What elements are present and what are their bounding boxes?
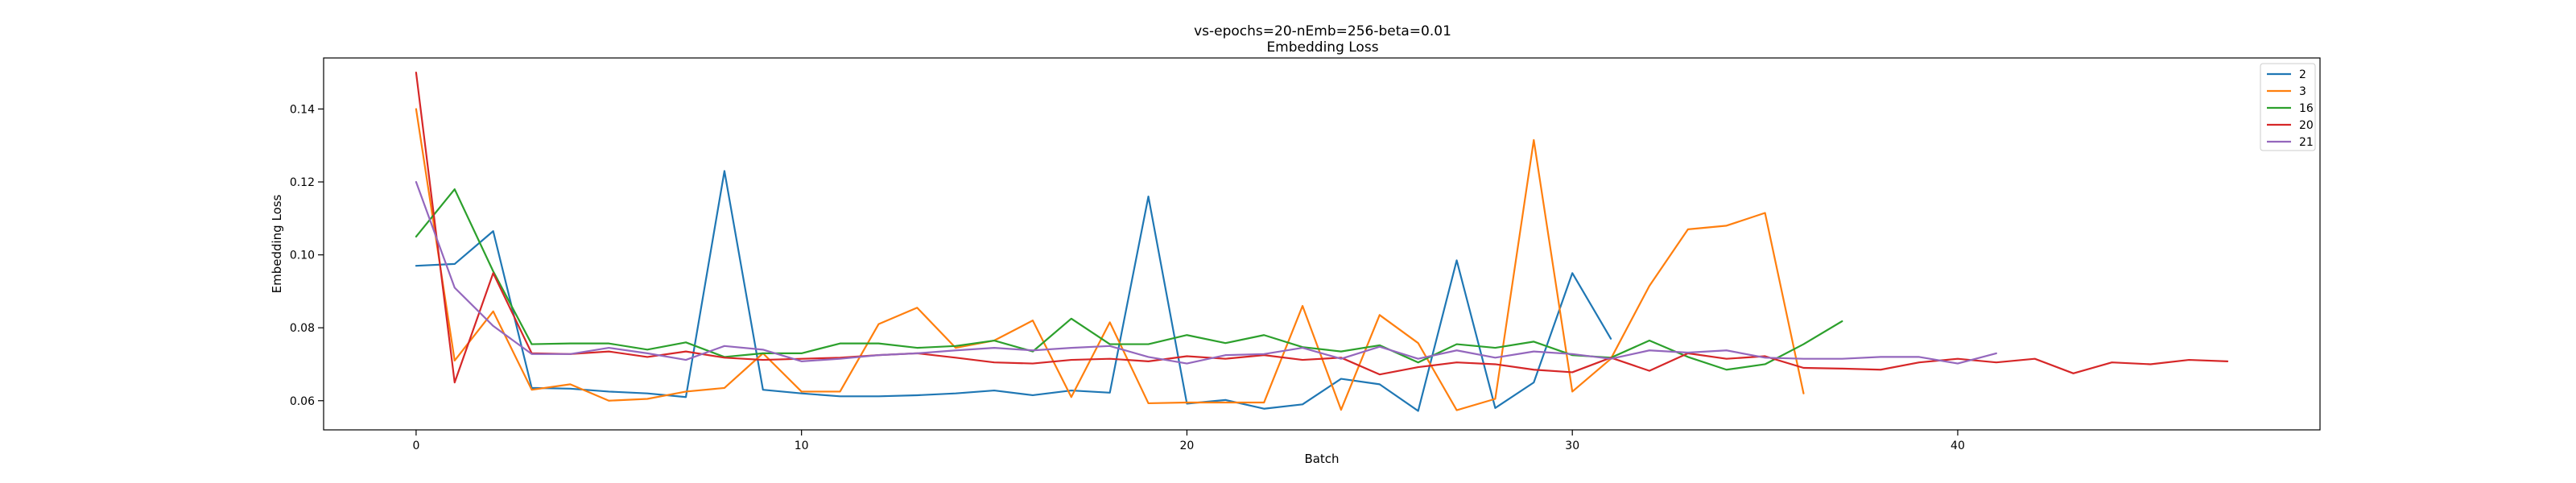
series-line-21	[415, 180, 1997, 365]
x-tick-label: 20	[1180, 440, 1195, 452]
y-tick-label: 0.06	[290, 395, 315, 408]
legend-label-20: 20	[2299, 119, 2314, 132]
legend-label-16: 16	[2299, 102, 2314, 115]
series-line-20	[415, 72, 2229, 384]
legend-label-21: 21	[2299, 136, 2314, 149]
y-axis-ticks: 0.06 0.08 0.10 0.12 0.14	[290, 103, 324, 408]
y-tick-label: 0.10	[290, 250, 315, 262]
chart-title: vs-epochs=20-nEmb=256-beta=0.01	[1194, 23, 1451, 39]
series-line-2	[415, 170, 1612, 412]
x-axis-ticks: 0 10 20 30 40	[412, 430, 1965, 452]
series-line-3	[415, 108, 1805, 411]
legend-entries: 2 3 16 20 21	[2267, 68, 2314, 149]
x-tick-label: 30	[1565, 440, 1579, 452]
y-tick-label: 0.08	[290, 322, 315, 335]
legend-label-3: 3	[2299, 85, 2306, 98]
plot-frame	[323, 57, 2321, 431]
legend-label-2: 2	[2299, 68, 2306, 81]
plot-area: 0 10 20 30 40 0.06 0.08 0.10 0.12 0.14	[290, 57, 2321, 452]
x-tick-label: 40	[1951, 440, 1965, 452]
legend: 2 3 16 20 21	[2260, 63, 2316, 151]
y-tick-label: 0.14	[290, 103, 315, 116]
x-axis-label: Batch	[1304, 452, 1339, 466]
x-tick-label: 10	[795, 440, 809, 452]
chart-subtitle: Embedding Loss	[1266, 39, 1378, 56]
y-tick-label: 0.12	[290, 176, 315, 189]
y-axis-label: Embedding Loss	[270, 194, 284, 293]
x-tick-label: 0	[412, 440, 419, 452]
series-group	[415, 72, 2229, 412]
